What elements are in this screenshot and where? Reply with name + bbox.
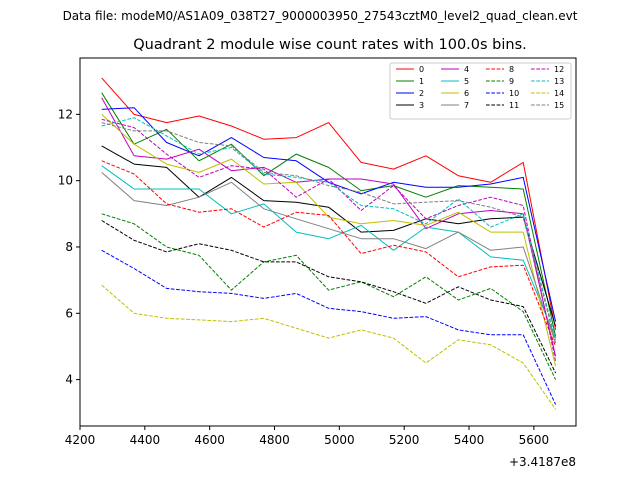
legend-label-12: 12: [554, 65, 564, 74]
x-tick-label: 4800: [259, 433, 290, 447]
legend-label-15: 15: [554, 101, 564, 110]
y-tick-label: 4: [65, 373, 73, 387]
x-tick-label: 4400: [130, 433, 161, 447]
legend-label-13: 13: [554, 77, 564, 86]
x-axis-offset-label: +3.4187e8: [509, 455, 576, 469]
series-line-4: [101, 97, 557, 357]
y-tick-label: 8: [65, 240, 73, 254]
x-tick-label: 5600: [519, 433, 550, 447]
x-tick-label: 5200: [389, 433, 420, 447]
series-line-3: [101, 145, 557, 327]
legend-label-9: 9: [509, 77, 514, 86]
chart-suptitle: Data file: modeM0/AS1A09_038T27_90000039…: [63, 9, 578, 23]
legend-box: [389, 62, 572, 120]
y-tick-label: 12: [58, 107, 73, 121]
series-layer: [101, 77, 557, 410]
series-line-1: [101, 92, 557, 337]
series-line-10: [101, 249, 557, 405]
series-line-14: [101, 284, 557, 410]
legend-label-4: 4: [464, 65, 469, 74]
series-line-13: [101, 117, 557, 340]
series-line-15: [101, 122, 557, 344]
legend-label-10: 10: [509, 89, 519, 98]
legend-label-7: 7: [464, 101, 469, 110]
series-line-11: [101, 220, 557, 374]
legend-label-8: 8: [509, 65, 514, 74]
legend-label-11: 11: [509, 101, 519, 110]
series-line-0: [101, 77, 557, 330]
legend-label-14: 14: [554, 89, 564, 98]
chart-title: Quadrant 2 module wise count rates with …: [133, 37, 527, 53]
legend-label-3: 3: [419, 101, 424, 110]
series-line-8: [101, 160, 557, 347]
legend-label-5: 5: [464, 77, 469, 86]
series-line-12: [101, 118, 557, 362]
legend-label-6: 6: [464, 89, 469, 98]
y-tick-label: 6: [65, 306, 73, 320]
x-tick-label: 5000: [324, 433, 355, 447]
x-tick-label: 4600: [194, 433, 225, 447]
legend-label-2: 2: [419, 89, 424, 98]
y-tick-label: 10: [58, 174, 73, 188]
legend-label-0: 0: [419, 65, 424, 74]
x-tick-label: 4200: [65, 433, 96, 447]
series-line-9: [101, 213, 557, 380]
series-line-7: [101, 172, 557, 344]
x-tick-label: 5400: [454, 433, 485, 447]
y-axis: 4 6 8 10 12: [58, 107, 80, 387]
plot-area-frame: [79, 57, 577, 427]
series-line-2: [101, 107, 557, 322]
series-line-5: [101, 165, 557, 339]
legend-label-1: 1: [419, 77, 424, 86]
x-axis: 4200 4400 4600 4800 5000 5200 5400 5600: [65, 426, 549, 447]
series-line-6: [101, 114, 557, 367]
